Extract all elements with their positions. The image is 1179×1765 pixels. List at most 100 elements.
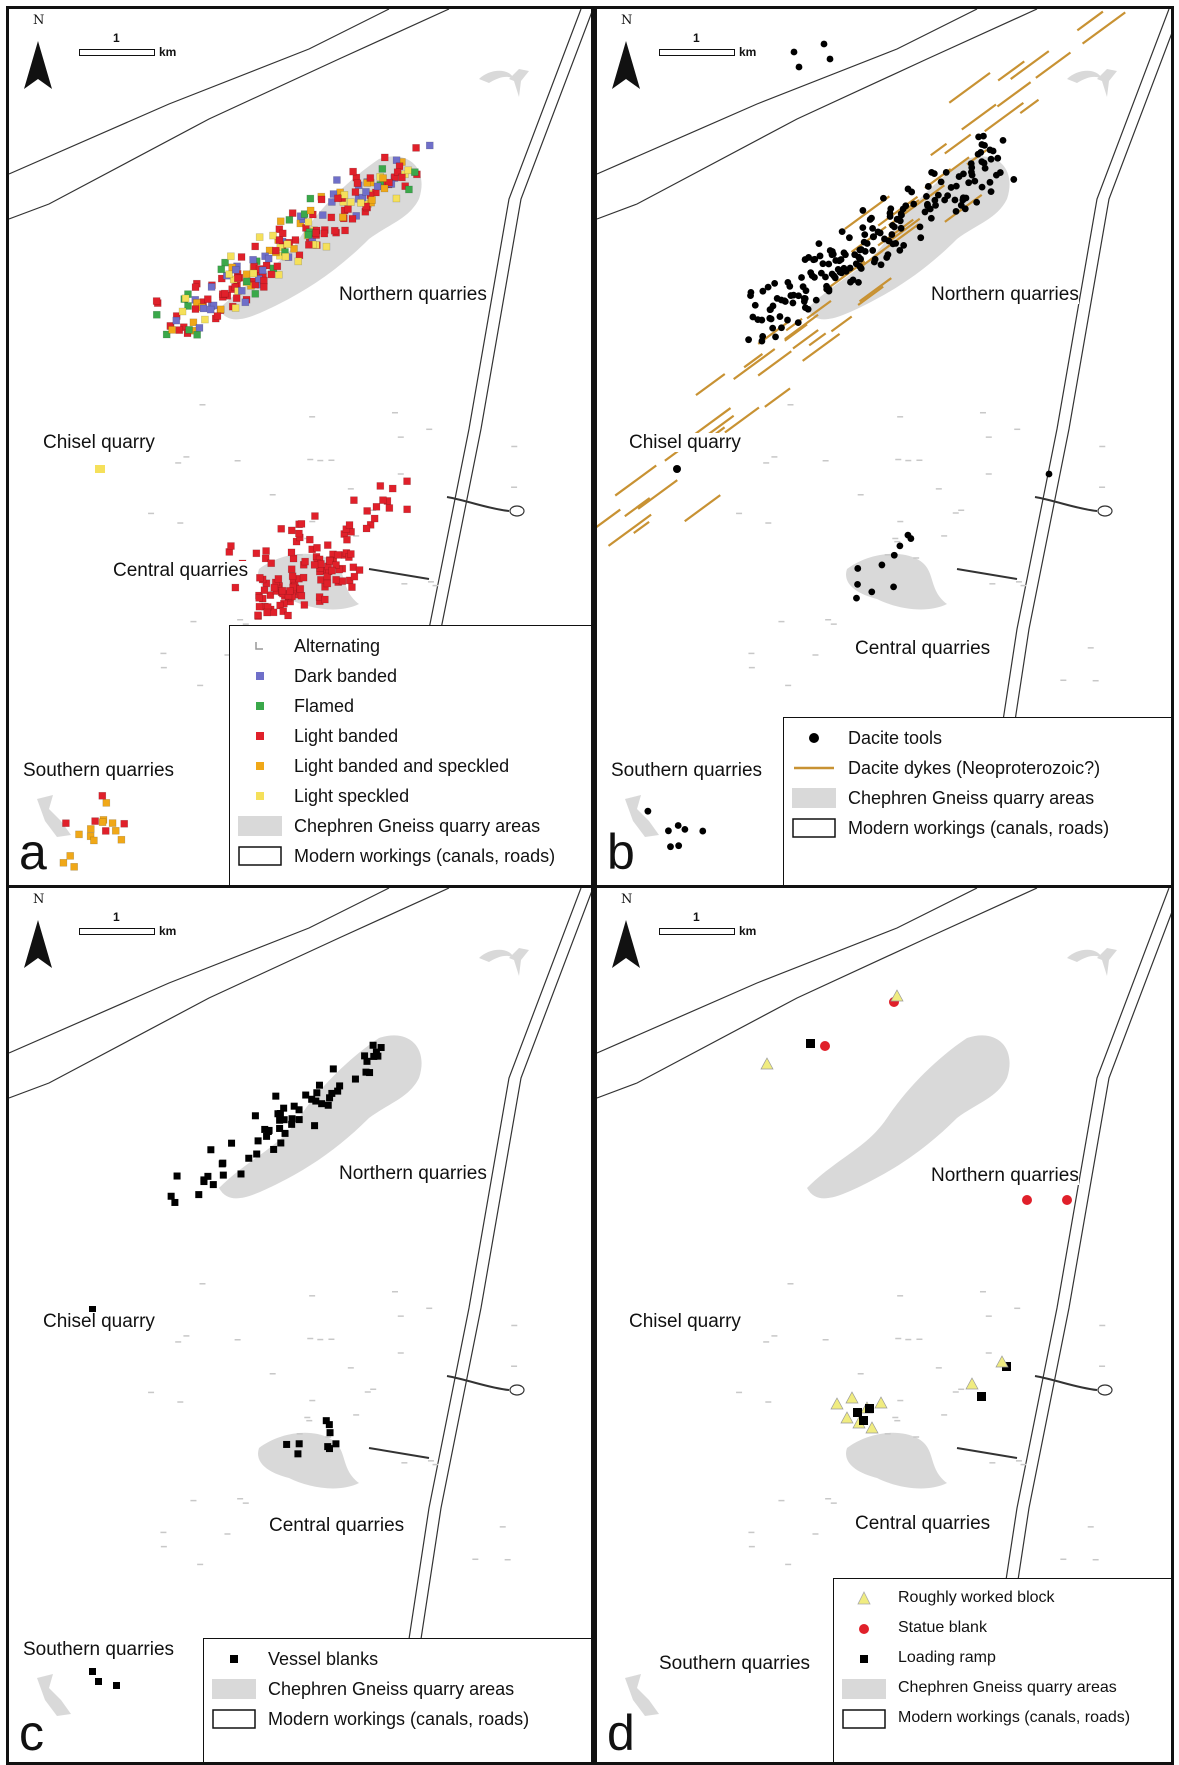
label-southern-quarries: Southern quarries bbox=[23, 760, 175, 781]
find-marker bbox=[350, 572, 359, 581]
quarry-fragment bbox=[916, 459, 923, 462]
find-marker bbox=[206, 305, 215, 314]
quarry-fragment bbox=[822, 460, 829, 462]
find-marker bbox=[322, 242, 331, 251]
quarry-fragment bbox=[325, 1436, 332, 1438]
legend-square-swatch bbox=[256, 792, 264, 800]
find-marker bbox=[288, 572, 297, 581]
quarry-fragment bbox=[160, 1531, 167, 1534]
legend-label: Chephren Gneiss quarry areas bbox=[268, 1679, 515, 1699]
vessel-marker bbox=[290, 1102, 298, 1110]
find-marker bbox=[327, 213, 336, 222]
legend-symbol bbox=[256, 702, 264, 710]
legend-square-swatch bbox=[860, 1655, 868, 1663]
find-marker bbox=[237, 253, 246, 261]
legend-square-swatch bbox=[256, 702, 264, 710]
tool-marker bbox=[829, 250, 837, 258]
dyke-segment bbox=[1076, 10, 1104, 32]
find-marker bbox=[325, 557, 334, 565]
find-marker bbox=[276, 217, 285, 226]
dyke-segment bbox=[1019, 98, 1040, 115]
scale-bar-box bbox=[659, 928, 735, 935]
quarry-fragment bbox=[830, 623, 837, 625]
tool-marker bbox=[854, 565, 862, 572]
tool-marker bbox=[974, 150, 982, 158]
find-marker bbox=[242, 277, 251, 286]
tool-marker bbox=[1010, 176, 1018, 183]
vessel-marker bbox=[377, 1044, 385, 1052]
worked-block-marker bbox=[874, 1396, 888, 1409]
tool-marker bbox=[917, 234, 925, 242]
north-arrow-icon bbox=[24, 920, 52, 968]
quarry-fragment bbox=[183, 456, 190, 458]
find-marker bbox=[152, 297, 161, 305]
quarry-fragment bbox=[1014, 428, 1021, 431]
tool-marker bbox=[845, 234, 853, 242]
scale-number: 1 bbox=[693, 910, 700, 924]
find-marker bbox=[362, 202, 370, 211]
quarry-area-northern bbox=[807, 1035, 1010, 1199]
tool-marker bbox=[971, 177, 979, 185]
tool-marker bbox=[681, 825, 689, 833]
find-marker bbox=[287, 565, 296, 574]
quarry-fragment bbox=[830, 1502, 837, 1504]
find-marker bbox=[287, 548, 296, 557]
quarry-fragment bbox=[224, 1533, 231, 1535]
find-marker bbox=[306, 194, 315, 203]
statue-blank-marker bbox=[1022, 1195, 1032, 1205]
find-marker bbox=[300, 210, 309, 218]
tool-marker bbox=[759, 332, 767, 340]
quarry-fragment bbox=[979, 1290, 986, 1293]
legend-area-swatch bbox=[842, 1679, 886, 1699]
find-marker bbox=[329, 190, 338, 198]
vessel-marker bbox=[219, 1171, 227, 1179]
tool-marker bbox=[928, 168, 935, 176]
tool-marker bbox=[987, 155, 995, 163]
tool-marker bbox=[888, 231, 896, 238]
find-marker bbox=[260, 283, 268, 291]
side-road bbox=[1034, 496, 1098, 512]
tool-marker bbox=[980, 159, 988, 167]
quarry-fragment bbox=[160, 666, 167, 669]
tool-marker bbox=[987, 188, 995, 196]
quarry-fragment bbox=[941, 535, 948, 537]
find-marker bbox=[249, 255, 257, 264]
tool-marker bbox=[754, 316, 762, 323]
quarry-fragment bbox=[1092, 679, 1099, 682]
tool-marker bbox=[896, 246, 904, 254]
tool-marker bbox=[857, 246, 865, 253]
tool-marker bbox=[978, 183, 986, 191]
find-marker bbox=[231, 304, 240, 312]
dyke-segment bbox=[1081, 11, 1126, 45]
north-arrow-icon bbox=[612, 920, 640, 968]
tool-marker bbox=[897, 224, 905, 232]
dyke-segment bbox=[859, 249, 884, 268]
quarry-fragment bbox=[895, 458, 902, 461]
tool-marker bbox=[899, 205, 907, 213]
dyke-segment bbox=[633, 520, 650, 534]
quarry-fragment bbox=[306, 1419, 313, 1422]
loading-ramp-marker bbox=[865, 1404, 874, 1413]
panel-letter-d: d bbox=[607, 1705, 635, 1761]
tool-marker bbox=[996, 169, 1004, 176]
vessel-marker bbox=[265, 1126, 273, 1134]
quarry-fragment bbox=[197, 1563, 204, 1566]
find-marker bbox=[404, 166, 413, 175]
find-marker bbox=[403, 505, 411, 514]
vessel-marker bbox=[362, 1068, 370, 1076]
quarry-fragment bbox=[160, 652, 167, 655]
legend-d: Roughly worked block Statue blank Loading … bbox=[833, 1578, 1171, 1762]
find-marker bbox=[338, 577, 347, 585]
legend-symbol bbox=[256, 672, 264, 680]
quarry-fragment bbox=[1020, 584, 1027, 587]
find-marker bbox=[227, 542, 235, 550]
vessel-marker bbox=[295, 1440, 303, 1448]
turning-circle bbox=[1097, 505, 1113, 517]
legend-square-swatch bbox=[256, 732, 264, 740]
vessel-marker bbox=[277, 1139, 285, 1147]
vessel-marker bbox=[207, 1146, 215, 1154]
find-marker bbox=[318, 211, 327, 219]
vessel-marker bbox=[272, 1092, 280, 1100]
find-marker bbox=[341, 226, 349, 235]
find-marker bbox=[175, 326, 184, 334]
